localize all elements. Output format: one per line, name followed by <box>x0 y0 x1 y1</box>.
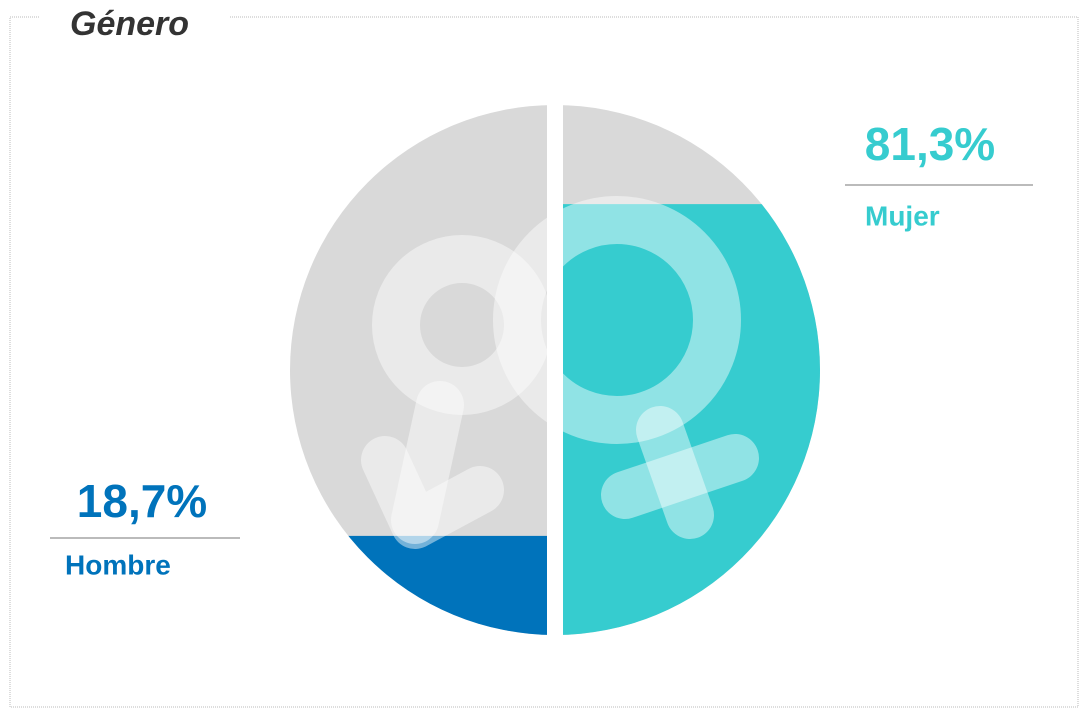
female-ring <box>493 196 741 444</box>
labels: 18,7% Hombre 81,3% Mujer <box>50 118 1033 580</box>
chart-title: Género <box>70 5 189 43</box>
value-label: 81,3% <box>865 118 995 170</box>
title-backdrop <box>40 0 230 40</box>
male-arrow <box>361 436 504 549</box>
value-label: 18,7% <box>77 475 207 527</box>
male-stem <box>391 381 464 544</box>
fill-level <box>290 535 547 635</box>
female-stem <box>636 406 714 539</box>
category-label: Mujer <box>865 200 940 231</box>
female-cross <box>601 434 759 519</box>
male-ring <box>372 235 552 415</box>
gender-symbols <box>361 196 759 549</box>
frame <box>9 16 1079 708</box>
category-label: Hombre <box>65 549 171 580</box>
